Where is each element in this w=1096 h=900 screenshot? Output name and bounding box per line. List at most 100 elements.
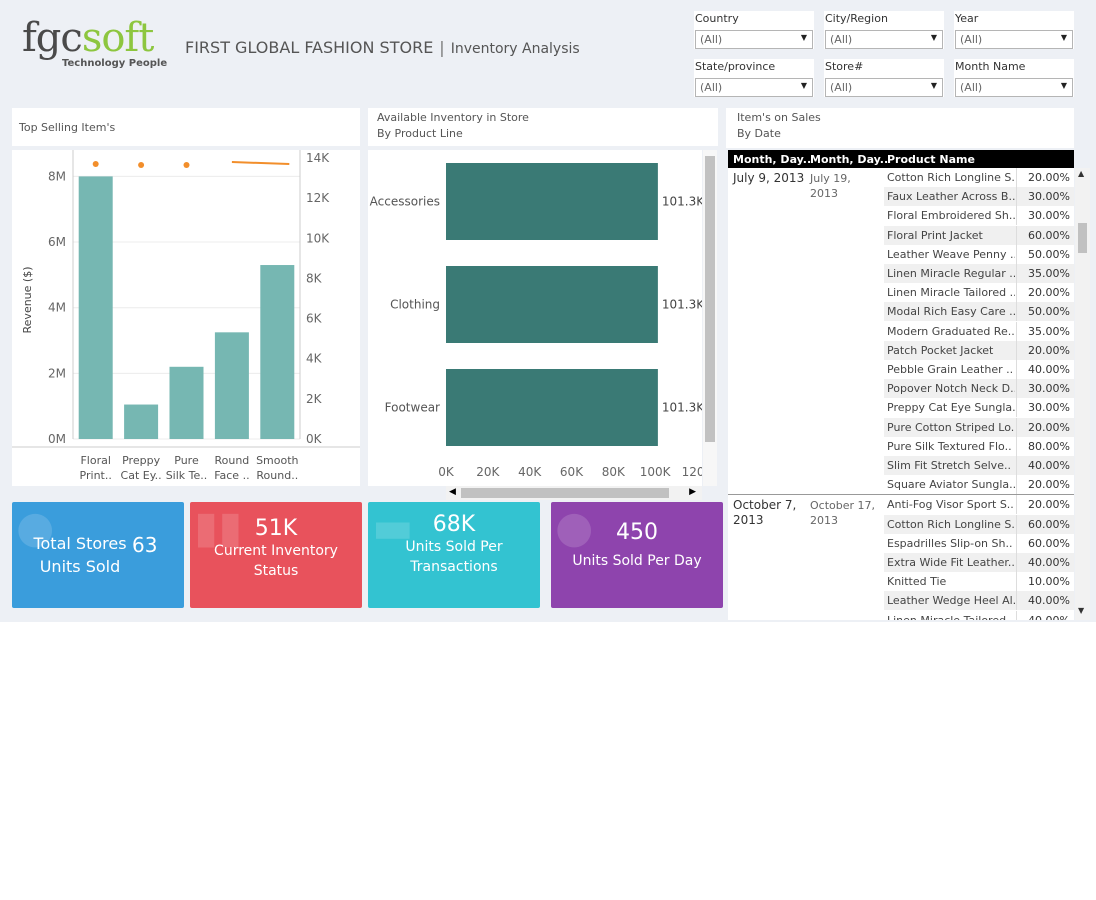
discount-percent: 20.00%: [1016, 417, 1074, 437]
filter-label: Store#: [825, 60, 864, 73]
table-row[interactable]: Floral Print Jacket 60.00%: [884, 225, 1074, 245]
bar: [446, 266, 658, 343]
bar-chart-icon: ▮▮: [194, 502, 243, 553]
filter-store[interactable]: Store# (All) ▼: [824, 59, 944, 97]
bar: [214, 332, 249, 439]
kpi-label-1: Total Stores: [33, 534, 127, 553]
data-label: 101.3K: [662, 401, 702, 415]
table-row[interactable]: Cotton Rich Longline S.. 20.00%: [884, 168, 1074, 187]
x-tick-label: Silk Te..: [166, 469, 208, 482]
inventory-vertical-scrollbar[interactable]: [703, 150, 717, 486]
product-name: Linen Miracle Tailored ..: [887, 286, 1015, 300]
table-row[interactable]: Linen Miracle Regular .. 35.00%: [884, 264, 1074, 283]
scroll-up-icon[interactable]: ▲: [1078, 169, 1085, 178]
line-point: [183, 162, 190, 169]
year-select[interactable]: (All) ▼: [955, 30, 1073, 49]
scrollbar-thumb[interactable]: [705, 156, 715, 442]
column-header-product-name[interactable]: Product Name: [887, 153, 975, 166]
table-row[interactable]: Patch Pocket Jacket 20.00%: [884, 340, 1074, 360]
product-name: Anti-Fog Visor Sport S..: [887, 498, 1014, 512]
table-row[interactable]: Espadrilles Slip-on Sh.. 60.00%: [884, 533, 1074, 553]
table-row[interactable]: Linen Miracle Tailored ..40.00%: [884, 610, 1074, 620]
filter-label: Year: [955, 12, 979, 25]
data-label: 101.3K: [662, 195, 702, 209]
kpi-label-2: Status: [253, 563, 299, 579]
x-tick-label: 100K: [640, 465, 672, 479]
x-tick-label: Pure: [174, 454, 199, 467]
table-row[interactable]: Slim Fit Stretch Selve.. 40.00%: [884, 456, 1074, 475]
discount-percent: 40.00%: [1016, 610, 1074, 620]
table-row[interactable]: Preppy Cat Eye Sungla.. 30.00%: [884, 398, 1074, 418]
chevron-down-icon: ▼: [930, 33, 937, 42]
discount-percent: 20.00%: [1016, 283, 1074, 303]
table-row[interactable]: Modern Graduated Re.. 35.00%: [884, 321, 1074, 341]
table-row[interactable]: Linen Miracle Tailored .. 20.00%: [884, 283, 1074, 303]
x-tick-label: Print..: [80, 469, 112, 482]
table-row[interactable]: Square Aviator Sungla.. 20.00%: [884, 475, 1074, 495]
filter-country[interactable]: Country (All) ▼: [694, 11, 814, 49]
state-province-select[interactable]: (All) ▼: [695, 78, 813, 97]
y2-tick-label: 14K: [306, 151, 330, 165]
scroll-left-icon[interactable]: ◀: [449, 487, 456, 497]
product-name: Leather Weave Penny ..: [887, 247, 1015, 261]
table-row[interactable]: Pure Silk Textured Flo.. 80.00%: [884, 436, 1074, 456]
table-row[interactable]: Knitted Tie 10.00%: [884, 572, 1074, 592]
scroll-down-icon[interactable]: ▼: [1078, 606, 1085, 615]
column-header-end-date[interactable]: Month, Day..: [810, 153, 889, 166]
discount-percent: 60.00%: [1016, 533, 1074, 553]
product-name: Pure Silk Textured Flo..: [887, 439, 1012, 453]
table-row[interactable]: Popover Notch Neck D.. 30.00%: [884, 379, 1074, 399]
product-name: Linen Miracle Regular ..: [887, 267, 1015, 280]
scrollbar-thumb[interactable]: [461, 488, 669, 498]
column-header-start-date[interactable]: Month, Day..: [733, 153, 812, 166]
table-row[interactable]: Anti-Fog Visor Sport S.. 20.00%: [884, 495, 1074, 515]
x-tick-label: 120K: [682, 465, 702, 479]
store-select[interactable]: (All) ▼: [825, 78, 943, 97]
sales-subtitle: By Date: [737, 127, 781, 140]
scrollbar-thumb[interactable]: [1078, 223, 1087, 253]
sales-table-scrollbar[interactable]: ▲ ▼: [1075, 168, 1090, 620]
inventory-header: Available Inventory in Store By Product …: [368, 108, 718, 146]
discount-percent: 50.00%: [1016, 302, 1074, 322]
discount-percent: 20.00%: [1016, 168, 1074, 187]
inventory-chart-panel: Accessories 101.3K Clothing 101.3K Footwear 1…: [368, 150, 714, 486]
sales-table-body: July 9, 2013 July 19, 2013 Cotton Rich Lon…: [728, 168, 1074, 620]
category-label: Clothing: [390, 298, 440, 312]
chevron-down-icon: ▼: [930, 81, 937, 90]
product-name: Extra Wide Fit Leather..: [887, 555, 1015, 569]
kpi-total-stores: ● Total Stores Units Sold 63: [12, 502, 184, 608]
table-row[interactable]: Floral Embroidered Sh.. 30.00%: [884, 206, 1074, 226]
discount-percent: 30.00%: [1016, 398, 1074, 418]
discount-percent: 40.00%: [1016, 360, 1074, 379]
discount-percent: 20.00%: [1016, 340, 1074, 360]
x-tick-label: Round: [214, 454, 249, 467]
product-name: Floral Embroidered Sh..: [887, 209, 1015, 223]
table-row[interactable]: Pure Cotton Striped Lo.. 20.00%: [884, 417, 1074, 437]
month-name-select[interactable]: (All) ▼: [955, 78, 1073, 97]
filter-city-region[interactable]: City/Region (All) ▼: [824, 11, 944, 49]
discount-percent: 20.00%: [1016, 475, 1074, 495]
table-row[interactable]: Cotton Rich Longline S.. 60.00%: [884, 514, 1074, 534]
kpi-units-per-day: ● 450 Units Sold Per Day: [551, 502, 723, 608]
table-row[interactable]: Modal Rich Easy Care .. 50.00%: [884, 302, 1074, 322]
table-row[interactable]: Faux Leather Across B.. 30.00%: [884, 187, 1074, 207]
table-row[interactable]: Leather Weave Penny .. 50.00%: [884, 244, 1074, 264]
product-name: Knitted Tie: [887, 575, 947, 589]
country-select[interactable]: (All) ▼: [695, 30, 813, 49]
x-tick-label: Smooth: [256, 454, 298, 467]
kpi-label-2: Units Sold: [39, 557, 121, 576]
table-row[interactable]: Leather Wedge Heel Al.. 40.00%: [884, 591, 1074, 611]
x-tick-label: 40K: [518, 465, 542, 479]
table-row[interactable]: Extra Wide Fit Leather.. 40.00%: [884, 552, 1074, 572]
inventory-horizontal-scrollbar[interactable]: ◀ ▶: [446, 486, 702, 500]
filter-state-province[interactable]: State/province (All) ▼: [694, 59, 814, 97]
scroll-right-icon[interactable]: ▶: [689, 487, 696, 497]
end-date: October 17, 2013: [810, 499, 876, 528]
filter-year[interactable]: Year (All) ▼: [954, 11, 1074, 49]
chat-bubble-icon: ●: [16, 502, 55, 553]
table-row[interactable]: Pebble Grain Leather .. 40.00%: [884, 360, 1074, 379]
city-region-select[interactable]: (All) ▼: [825, 30, 943, 49]
store-name: FIRST GLOBAL FASHION STORE: [185, 38, 434, 57]
y2-tick-label: 2K: [306, 392, 323, 406]
filter-month-name[interactable]: Month Name (All) ▼: [954, 59, 1074, 97]
